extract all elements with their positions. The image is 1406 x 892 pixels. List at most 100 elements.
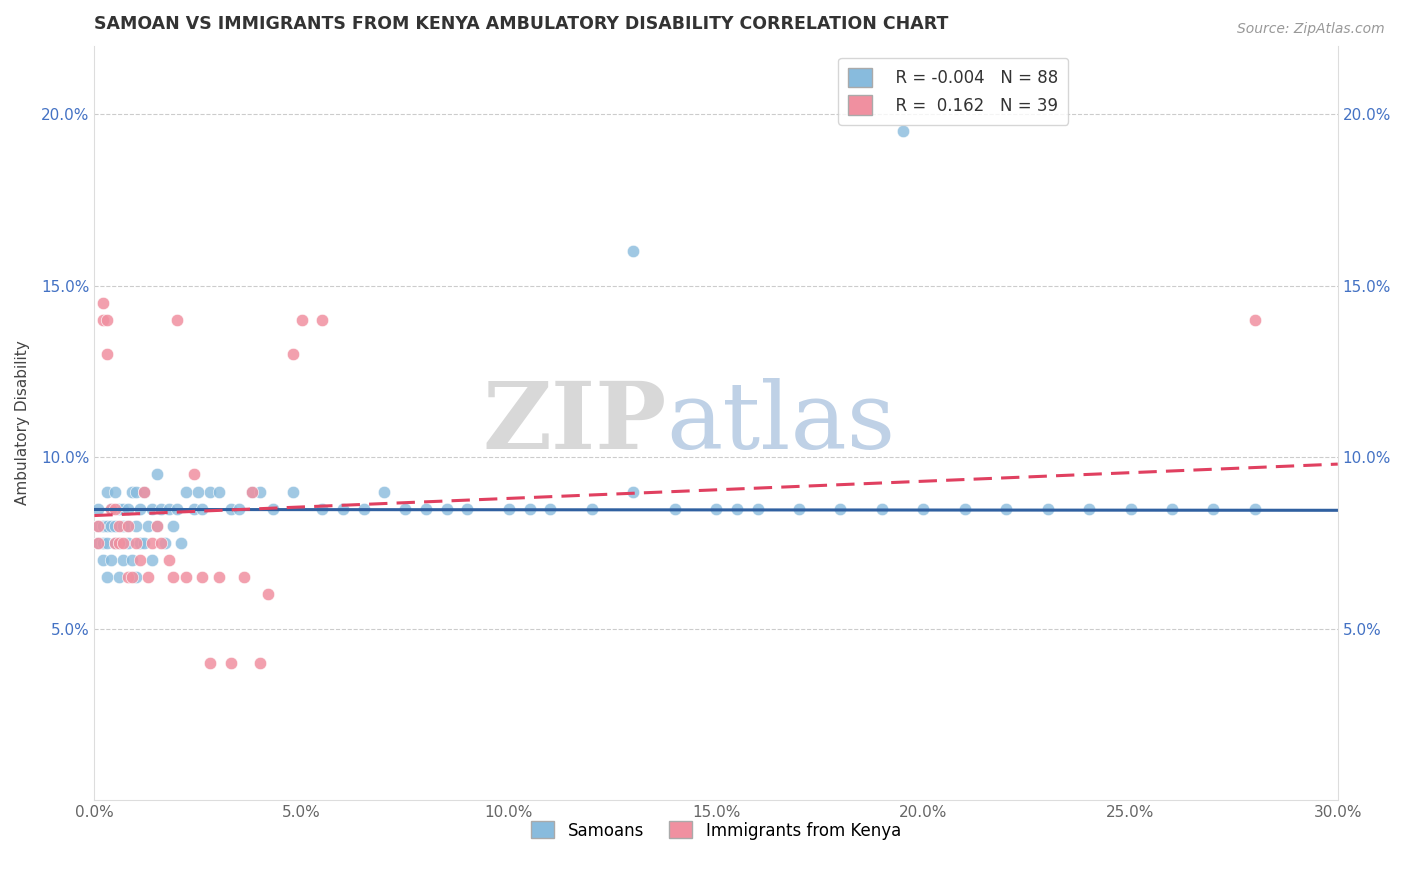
Point bbox=[704, 501, 727, 516]
Point bbox=[240, 484, 263, 499]
Text: SAMOAN VS IMMIGRANTS FROM KENYA AMBULATORY DISABILITY CORRELATION CHART: SAMOAN VS IMMIGRANTS FROM KENYA AMBULATO… bbox=[94, 15, 949, 33]
Point bbox=[519, 501, 541, 516]
Point bbox=[162, 518, 184, 533]
Point bbox=[117, 501, 139, 516]
Point bbox=[891, 124, 914, 138]
Point bbox=[125, 484, 148, 499]
Point bbox=[112, 501, 135, 516]
Point bbox=[108, 536, 131, 550]
Point bbox=[200, 484, 222, 499]
Point bbox=[240, 484, 263, 499]
Point bbox=[145, 518, 167, 533]
Point bbox=[311, 313, 333, 327]
Point bbox=[136, 570, 159, 584]
Point bbox=[394, 501, 416, 516]
Point bbox=[91, 536, 114, 550]
Point bbox=[187, 484, 209, 499]
Point bbox=[621, 244, 644, 259]
Point bbox=[183, 501, 205, 516]
Point bbox=[96, 347, 118, 361]
Point bbox=[538, 501, 561, 516]
Point bbox=[153, 536, 176, 550]
Point bbox=[415, 501, 437, 516]
Point bbox=[112, 553, 135, 567]
Point bbox=[104, 518, 127, 533]
Point bbox=[912, 501, 935, 516]
Point bbox=[311, 501, 333, 516]
Point bbox=[136, 518, 159, 533]
Point bbox=[87, 536, 110, 550]
Point bbox=[112, 536, 135, 550]
Point bbox=[262, 501, 284, 516]
Point bbox=[87, 536, 110, 550]
Point bbox=[96, 313, 118, 327]
Point bbox=[117, 518, 139, 533]
Point bbox=[91, 296, 114, 310]
Point bbox=[208, 570, 231, 584]
Point bbox=[108, 518, 131, 533]
Point bbox=[174, 570, 197, 584]
Point bbox=[108, 501, 131, 516]
Point bbox=[353, 501, 375, 516]
Point bbox=[108, 570, 131, 584]
Text: Source: ZipAtlas.com: Source: ZipAtlas.com bbox=[1237, 22, 1385, 37]
Text: ZIP: ZIP bbox=[482, 378, 666, 468]
Point bbox=[121, 570, 143, 584]
Point bbox=[87, 501, 110, 516]
Text: atlas: atlas bbox=[666, 378, 896, 468]
Point bbox=[157, 553, 180, 567]
Point bbox=[121, 484, 143, 499]
Point bbox=[953, 501, 976, 516]
Point bbox=[183, 467, 205, 482]
Point bbox=[100, 553, 122, 567]
Point bbox=[787, 501, 810, 516]
Point bbox=[149, 536, 172, 550]
Point bbox=[145, 467, 167, 482]
Point bbox=[1078, 501, 1101, 516]
Point bbox=[1119, 501, 1142, 516]
Point bbox=[117, 536, 139, 550]
Point bbox=[121, 553, 143, 567]
Point bbox=[129, 501, 152, 516]
Point bbox=[664, 501, 686, 516]
Point bbox=[191, 501, 214, 516]
Point bbox=[200, 656, 222, 670]
Point bbox=[581, 501, 603, 516]
Point bbox=[283, 484, 305, 499]
Point bbox=[870, 501, 893, 516]
Point bbox=[100, 501, 122, 516]
Point bbox=[141, 501, 163, 516]
Point bbox=[96, 536, 118, 550]
Point bbox=[104, 501, 127, 516]
Point bbox=[96, 484, 118, 499]
Point bbox=[747, 501, 769, 516]
Point bbox=[117, 518, 139, 533]
Point bbox=[283, 347, 305, 361]
Point bbox=[108, 536, 131, 550]
Point bbox=[1036, 501, 1059, 516]
Point bbox=[157, 501, 180, 516]
Point bbox=[249, 656, 271, 670]
Point bbox=[232, 570, 254, 584]
Point bbox=[191, 570, 214, 584]
Point bbox=[132, 484, 155, 499]
Point bbox=[125, 536, 148, 550]
Point bbox=[104, 536, 127, 550]
Point bbox=[170, 536, 193, 550]
Point bbox=[145, 518, 167, 533]
Point bbox=[125, 518, 148, 533]
Point bbox=[91, 313, 114, 327]
Point bbox=[257, 587, 280, 601]
Y-axis label: Ambulatory Disability: Ambulatory Disability bbox=[15, 341, 30, 505]
Point bbox=[141, 536, 163, 550]
Point bbox=[436, 501, 458, 516]
Point bbox=[132, 536, 155, 550]
Point bbox=[125, 570, 148, 584]
Point bbox=[373, 484, 395, 499]
Point bbox=[249, 484, 271, 499]
Point bbox=[174, 484, 197, 499]
Point bbox=[129, 536, 152, 550]
Point bbox=[87, 518, 110, 533]
Point bbox=[621, 484, 644, 499]
Point bbox=[456, 501, 478, 516]
